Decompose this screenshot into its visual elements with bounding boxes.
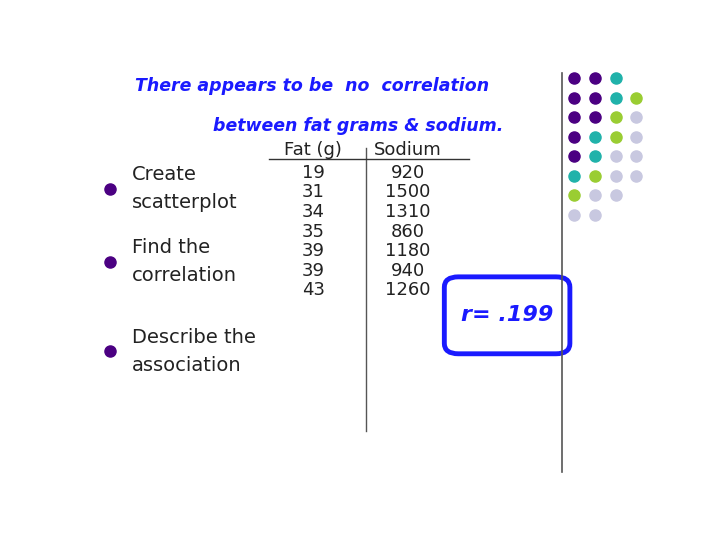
Text: There appears to be  no  correlation: There appears to be no correlation — [135, 77, 489, 95]
Text: r= .199: r= .199 — [461, 305, 553, 325]
Text: 940: 940 — [391, 261, 426, 280]
Text: Create: Create — [132, 165, 197, 185]
Text: 39: 39 — [302, 242, 325, 260]
Text: 35: 35 — [302, 222, 325, 240]
Text: 43: 43 — [302, 281, 325, 299]
Text: Fat (g): Fat (g) — [284, 141, 342, 159]
Text: 920: 920 — [391, 164, 426, 182]
Text: 1260: 1260 — [385, 281, 431, 299]
Text: 19: 19 — [302, 164, 325, 182]
Text: 1310: 1310 — [385, 203, 431, 221]
Text: between fat grams & sodium.: between fat grams & sodium. — [213, 117, 503, 135]
Text: 1500: 1500 — [385, 184, 431, 201]
Text: 39: 39 — [302, 261, 325, 280]
Text: correlation: correlation — [132, 266, 237, 285]
Text: Find the: Find the — [132, 238, 210, 257]
Text: Sodium: Sodium — [374, 141, 442, 159]
Text: scatterplot: scatterplot — [132, 193, 238, 212]
Text: Describe the: Describe the — [132, 328, 256, 347]
Text: 1180: 1180 — [385, 242, 431, 260]
Text: 34: 34 — [302, 203, 325, 221]
Text: 31: 31 — [302, 184, 325, 201]
Text: 860: 860 — [391, 222, 425, 240]
Text: association: association — [132, 355, 241, 375]
